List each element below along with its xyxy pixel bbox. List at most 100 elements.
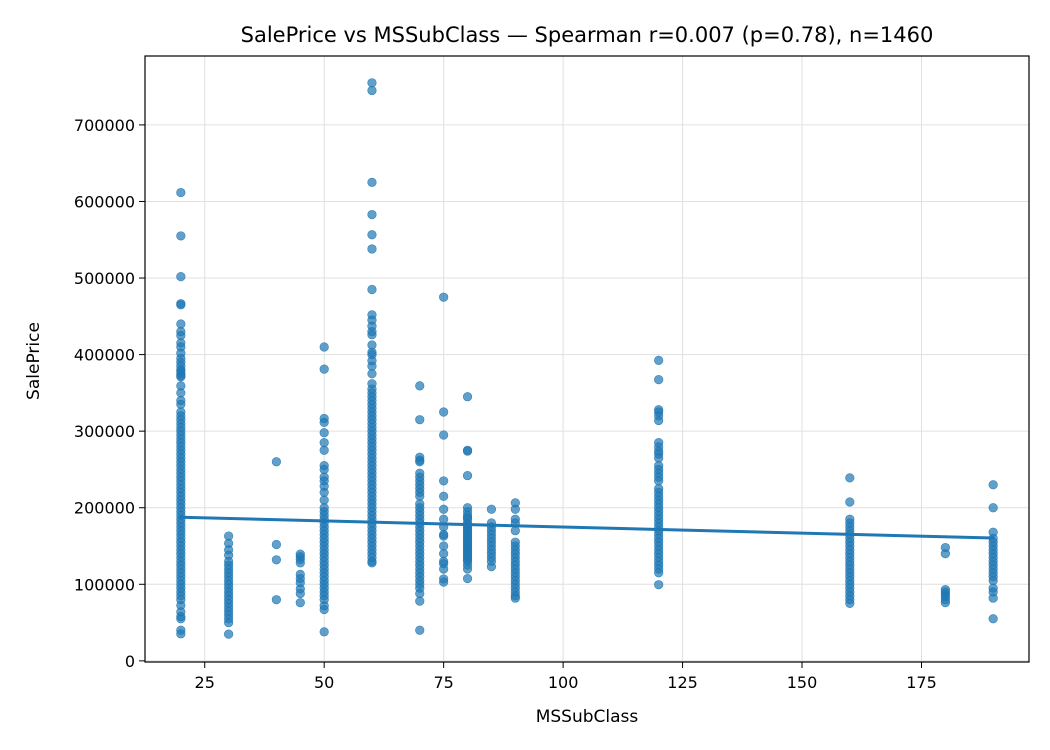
data-point bbox=[176, 300, 186, 310]
data-point bbox=[510, 504, 520, 514]
data-point bbox=[439, 514, 449, 524]
trend-line bbox=[179, 515, 995, 540]
y-tick-label: 400000 bbox=[74, 346, 135, 365]
data-point bbox=[940, 549, 950, 559]
data-point bbox=[486, 562, 497, 572]
data-point bbox=[654, 568, 664, 578]
axis-ticks: 25 50 75 100 125 150 175 0 100000 200000 300000 400… bbox=[74, 116, 937, 692]
data-point bbox=[319, 364, 329, 374]
data-point bbox=[367, 244, 377, 254]
chart-title: SalePrice vs MSSubClass — Spearman r=0.0… bbox=[241, 23, 934, 47]
x-tick-label: 50 bbox=[314, 673, 334, 692]
data-point bbox=[319, 445, 329, 455]
data-point bbox=[367, 209, 377, 220]
data-point bbox=[224, 617, 234, 628]
data-point bbox=[176, 614, 186, 624]
x-tick-label: 100 bbox=[548, 673, 579, 692]
data-point bbox=[486, 504, 497, 514]
data-point bbox=[462, 446, 473, 456]
data-point bbox=[654, 453, 664, 463]
data-point bbox=[319, 495, 329, 505]
data-point bbox=[415, 491, 425, 501]
data-point bbox=[988, 593, 998, 603]
x-axis-title: MSSubClass bbox=[536, 707, 639, 727]
y-axis-title: SalePrice bbox=[24, 322, 44, 400]
data-point bbox=[176, 399, 186, 409]
data-point bbox=[415, 457, 425, 467]
y-tick-label: 600000 bbox=[74, 192, 135, 211]
data-point bbox=[988, 480, 998, 490]
data-point bbox=[319, 438, 329, 448]
data-point bbox=[367, 230, 377, 240]
data-point bbox=[415, 415, 425, 425]
data-point bbox=[439, 504, 449, 514]
data-point bbox=[439, 531, 449, 541]
data-point bbox=[271, 539, 282, 550]
data-point bbox=[295, 558, 305, 568]
data-point bbox=[224, 629, 234, 639]
data-point bbox=[988, 575, 998, 586]
y-tick-label: 200000 bbox=[74, 499, 135, 518]
y-tick-label: 100000 bbox=[74, 575, 135, 594]
data-point bbox=[439, 549, 449, 559]
data-point bbox=[319, 342, 329, 352]
data-point bbox=[462, 564, 473, 574]
data-point bbox=[845, 473, 855, 483]
data-point bbox=[176, 388, 186, 398]
data-point bbox=[176, 319, 186, 329]
data-point bbox=[439, 564, 449, 574]
data-point bbox=[176, 272, 186, 282]
y-tick-label: 300000 bbox=[74, 422, 135, 441]
data-point bbox=[654, 415, 664, 426]
data-point bbox=[439, 491, 449, 501]
data-point bbox=[176, 629, 186, 639]
x-tick-label: 75 bbox=[433, 673, 453, 692]
data-point bbox=[415, 596, 425, 606]
x-tick-label: 175 bbox=[906, 673, 937, 692]
data-point bbox=[176, 187, 186, 198]
data-point bbox=[940, 598, 950, 608]
x-tick-label: 25 bbox=[195, 673, 215, 692]
data-point bbox=[319, 627, 329, 637]
data-point bbox=[367, 78, 377, 88]
data-point bbox=[319, 428, 329, 438]
data-point bbox=[367, 177, 377, 187]
data-point bbox=[439, 541, 449, 551]
data-point bbox=[439, 430, 449, 440]
data-point bbox=[415, 381, 425, 391]
data-point bbox=[654, 580, 664, 590]
data-point bbox=[271, 457, 282, 467]
y-tick-label: 700000 bbox=[74, 116, 135, 135]
data-point bbox=[367, 330, 377, 340]
data-point bbox=[462, 392, 473, 402]
data-point bbox=[271, 595, 282, 605]
data-point bbox=[510, 593, 520, 603]
grid bbox=[145, 56, 1029, 662]
data-point bbox=[295, 598, 305, 608]
data-point bbox=[439, 407, 449, 417]
data-point bbox=[415, 625, 425, 635]
data-point bbox=[367, 284, 377, 295]
data-point bbox=[319, 604, 329, 615]
data-point bbox=[462, 470, 473, 481]
data-point bbox=[295, 588, 305, 599]
data-point bbox=[439, 476, 449, 486]
x-tick-label: 150 bbox=[787, 673, 818, 692]
data-point bbox=[654, 355, 664, 365]
data-point bbox=[439, 292, 449, 302]
y-tick-label: 0 bbox=[125, 652, 135, 671]
data-point bbox=[439, 577, 449, 587]
data-point bbox=[176, 372, 186, 382]
data-point bbox=[845, 497, 855, 507]
data-point bbox=[415, 588, 425, 599]
plot-area-frame bbox=[144, 55, 1030, 663]
x-tick-label: 125 bbox=[667, 673, 698, 692]
data-point bbox=[367, 558, 377, 568]
data-point bbox=[510, 526, 520, 536]
data-point bbox=[654, 476, 664, 486]
data-point bbox=[367, 361, 377, 371]
data-point bbox=[176, 231, 186, 241]
data-points bbox=[176, 78, 998, 639]
